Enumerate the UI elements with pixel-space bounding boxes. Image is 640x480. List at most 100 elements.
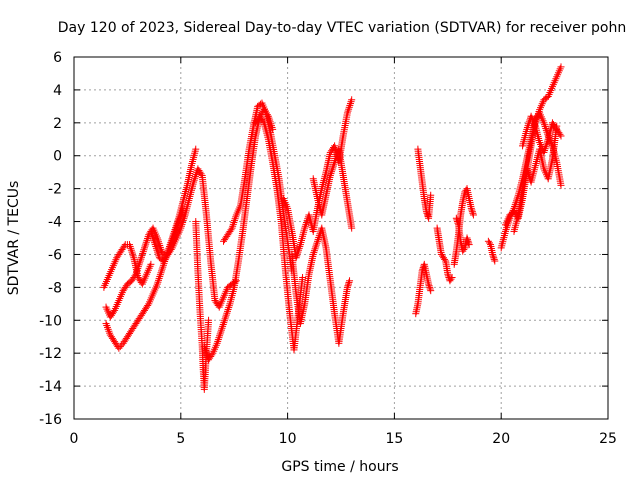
data-point	[330, 160, 338, 168]
data-point	[467, 204, 475, 212]
data-point	[327, 170, 335, 178]
data-point	[468, 206, 476, 214]
y-tick-label: 6	[53, 50, 62, 66]
data-point	[502, 226, 510, 234]
y-tick-label: 4	[53, 83, 62, 99]
series-track-q	[484, 237, 499, 265]
data-point	[216, 330, 224, 338]
data-point	[426, 285, 434, 293]
y-tick-label: -14	[39, 379, 62, 395]
data-point	[216, 332, 224, 340]
data-point	[115, 344, 123, 352]
data-point	[425, 282, 433, 290]
data-point	[140, 246, 148, 254]
data-point	[441, 255, 449, 263]
data-point	[489, 252, 497, 260]
data-point	[490, 254, 498, 262]
data-point	[328, 168, 336, 176]
data-point	[231, 217, 239, 225]
data-point	[427, 191, 435, 199]
data-point	[346, 100, 354, 108]
data-point	[491, 257, 499, 265]
data-point	[344, 282, 352, 290]
data-point	[463, 234, 471, 242]
x-tick-labels: 0 5 10 15 20 25	[70, 431, 617, 447]
data-point	[464, 237, 472, 245]
data-point	[167, 246, 175, 254]
data-point	[141, 242, 149, 250]
data-point	[312, 243, 320, 251]
data-point	[129, 250, 137, 258]
data-point	[208, 351, 216, 359]
data-point	[557, 181, 565, 189]
data-point	[140, 244, 148, 252]
series-track-c	[102, 204, 187, 321]
x-axis-label: GPS time / hours	[281, 459, 398, 475]
data-point	[426, 283, 434, 291]
series-track-p	[452, 214, 473, 255]
data-point	[110, 308, 118, 316]
data-point	[465, 239, 473, 247]
data-point	[147, 260, 155, 268]
data-point	[465, 241, 473, 249]
data-point	[259, 117, 267, 125]
data-point	[137, 255, 145, 263]
series-track-o	[450, 185, 477, 268]
series-track-j	[288, 224, 354, 347]
chart-title: Day 120 of 2023, Sidereal Day-to-day VTE…	[58, 20, 626, 36]
data-point	[313, 239, 321, 247]
data-point	[424, 211, 432, 219]
data-point	[205, 316, 213, 324]
data-point	[217, 326, 225, 334]
data-point	[343, 283, 351, 291]
data-point	[138, 251, 146, 259]
data-point	[345, 278, 353, 286]
y-tick-label: -6	[48, 247, 62, 263]
series-track-e	[192, 218, 213, 393]
data-point	[299, 273, 307, 281]
data-point	[155, 274, 163, 282]
data-point	[310, 247, 318, 255]
data-point	[225, 302, 233, 310]
data-point	[159, 263, 167, 271]
data-point	[116, 343, 124, 351]
series-track-a	[100, 241, 155, 291]
data-point	[127, 246, 135, 254]
data-point	[120, 242, 128, 250]
data-point	[344, 280, 352, 288]
data-point	[137, 253, 145, 261]
data-point	[453, 216, 461, 224]
data-point	[156, 273, 164, 281]
data-point	[217, 328, 225, 336]
data-point	[129, 252, 137, 260]
data-point	[312, 241, 320, 249]
axis-ticks	[73, 56, 609, 420]
data-point	[220, 319, 228, 327]
data-point	[158, 265, 166, 273]
y-tick-label: 0	[53, 149, 62, 165]
data-point	[427, 287, 435, 295]
data-point	[348, 96, 356, 104]
series-track-f	[200, 106, 277, 364]
data-point	[224, 305, 232, 313]
data-point	[131, 272, 139, 280]
data-point	[346, 277, 354, 285]
data-point	[557, 63, 565, 71]
data-point	[453, 218, 461, 226]
data-point	[452, 214, 460, 222]
data-point	[157, 269, 165, 277]
data-point	[221, 315, 229, 323]
series-track-t	[519, 112, 565, 156]
series-track-l	[414, 145, 435, 222]
data-point	[469, 209, 477, 217]
x-tick-label: 20	[492, 431, 510, 447]
data-point	[223, 307, 231, 315]
data-point	[489, 250, 497, 258]
y-tick-label: -8	[48, 280, 62, 296]
data-point	[345, 105, 353, 113]
data-point	[158, 267, 166, 275]
y-tick-label: -12	[39, 346, 62, 362]
y-tick-labels: -16 -14 -12 -10 -8 -6 -4 -2 0 2 4 6	[39, 50, 62, 428]
y-tick-label: -4	[48, 215, 62, 231]
